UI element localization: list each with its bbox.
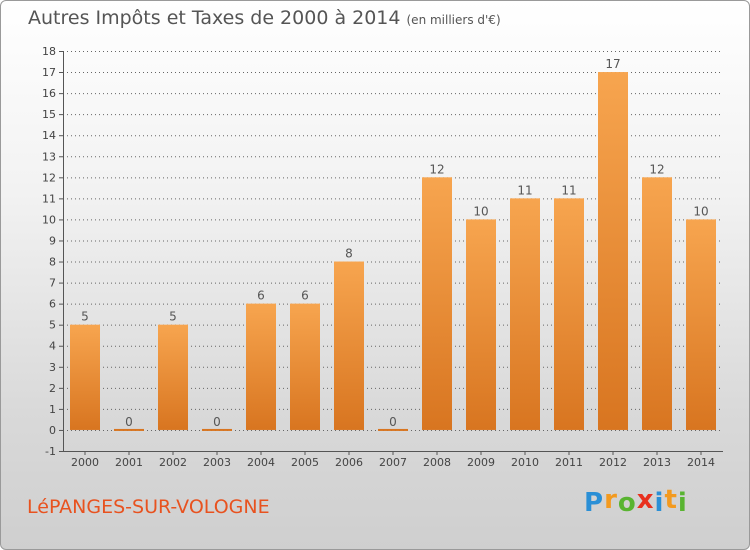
x-tick-label: 2005 [291,456,319,469]
y-tick-label: 3 [49,361,56,374]
chart-subtitle: (en milliers d'€) [406,13,501,27]
axes [59,51,723,455]
y-tick-label: 16 [42,87,56,100]
data-label: 10 [473,204,488,218]
data-label: 5 [81,310,89,324]
x-tick-label: 2000 [71,456,99,469]
data-label: 5 [169,310,177,324]
y-tick-label: 10 [42,213,56,226]
y-tick-label: -1 [45,445,56,458]
bar [378,428,408,431]
data-label: 10 [693,204,708,218]
data-label: 11 [517,183,532,197]
y-tick-label: 1 [49,403,56,416]
bar [334,261,364,430]
logo-letter: t [664,485,678,515]
x-tick-label: 2008 [423,456,451,469]
y-tick-label: 2 [49,382,56,395]
y-tick-label: 13 [42,150,56,163]
data-label: 6 [301,289,309,303]
x-tick-label: 2002 [159,456,187,469]
bar [642,177,672,430]
y-tick-label: 18 [42,45,56,58]
y-tick-label: 0 [49,424,56,437]
x-tick-label: 2004 [247,456,275,469]
x-tick-label: 2010 [511,456,539,469]
commune-name: LéPANGES-SUR-VOLOGNE [27,496,270,518]
data-label: 17 [605,57,620,71]
x-tick-label: 2001 [115,456,143,469]
bar [290,303,320,430]
y-tick-label: 9 [49,234,56,247]
bars [70,72,716,431]
y-tick-label: 17 [42,66,56,79]
y-tick-label: 14 [42,129,56,142]
logo-letter: i [654,488,665,518]
x-tick-label: 2007 [379,456,407,469]
chart-title: Autres Impôts et Taxes de 2000 à 2014 [28,7,401,29]
logo-letter: P [584,488,605,518]
bar [114,428,144,431]
x-tick-label: 2003 [203,456,231,469]
logo-letter: o [617,488,637,518]
data-label: 8 [345,247,353,261]
bar [422,177,452,430]
bar [202,428,232,431]
logo-letter: x [636,485,655,515]
x-tick-label: 2009 [467,456,495,469]
data-label: 6 [257,289,265,303]
logo-letter: r [604,485,618,515]
bar [686,219,716,430]
x-tick-label: 2013 [643,456,671,469]
y-tick-label: 7 [49,277,56,290]
title-row: Autres Impôts et Taxes de 2000 à 2014 (en… [28,7,501,29]
data-label: 12 [429,162,444,176]
labels: -101234567891011121314151617185200002001… [42,45,715,469]
bar [246,303,276,430]
x-tick-label: 2006 [335,456,363,469]
data-label: 0 [213,415,221,429]
bar [158,324,188,430]
bar [554,198,584,430]
bar [466,219,496,430]
bar [70,324,100,430]
x-tick-label: 2012 [599,456,627,469]
bar [598,72,628,430]
y-tick-label: 12 [42,171,56,184]
data-label: 0 [389,415,397,429]
data-label: 0 [125,415,133,429]
bar [510,198,540,430]
proxiti-logo: Proxiti [584,485,688,518]
logo-letter: i [677,488,688,518]
y-tick-label: 15 [42,108,56,121]
x-tick-label: 2014 [687,456,715,469]
y-tick-label: 6 [49,298,56,311]
y-tick-label: 4 [49,340,56,353]
data-label: 12 [649,162,664,176]
y-tick-label: 5 [49,319,56,332]
x-tick-label: 2011 [555,456,583,469]
data-label: 11 [561,183,576,197]
y-tick-label: 8 [49,256,56,269]
y-tick-label: 11 [42,192,56,205]
